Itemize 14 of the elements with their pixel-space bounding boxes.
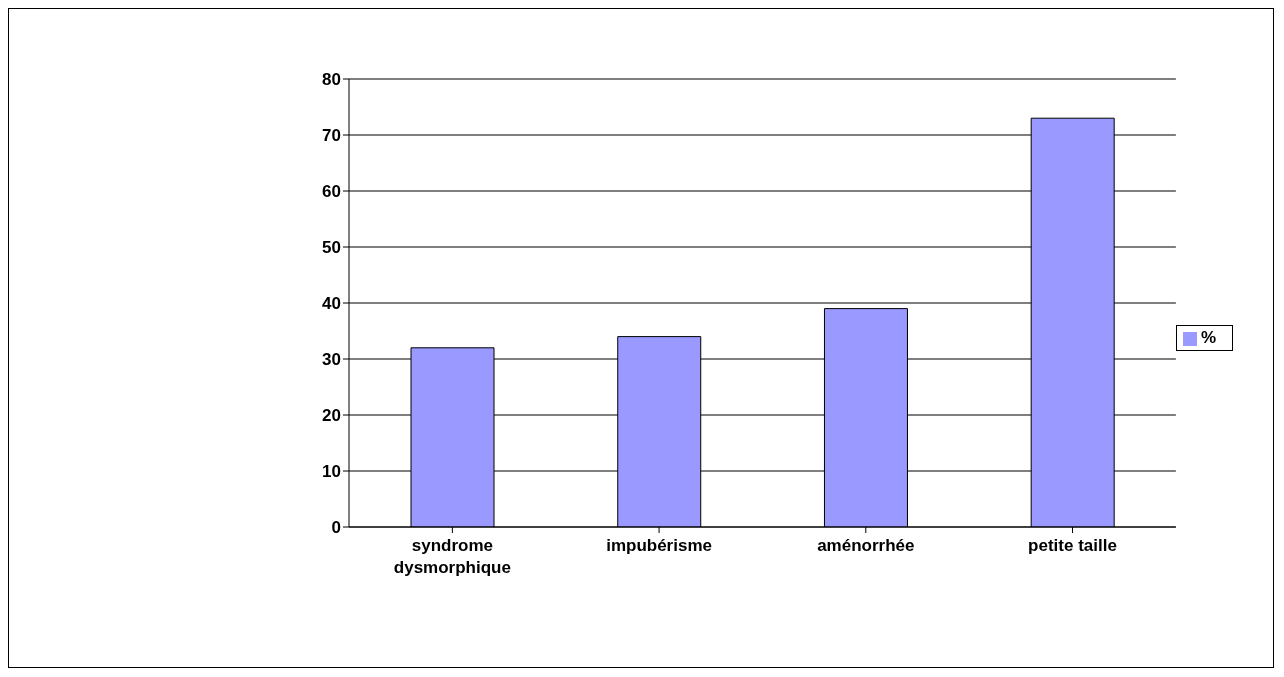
x-tick-label: syndrome dysmorphique bbox=[393, 536, 511, 577]
x-tick-label: impubérisme bbox=[606, 536, 712, 555]
x-tick-label: petite taille bbox=[1028, 536, 1117, 555]
y-tick-label: 0 bbox=[331, 518, 341, 538]
y-tick-label: 50 bbox=[322, 238, 341, 258]
y-tick-label: 40 bbox=[322, 294, 341, 314]
x-tick-label: aménorrhée bbox=[817, 536, 915, 555]
y-tick-label: 70 bbox=[322, 126, 341, 146]
y-tick-label: 20 bbox=[322, 406, 341, 426]
y-tick-label: 80 bbox=[322, 70, 341, 90]
y-tick-label: 60 bbox=[322, 182, 341, 202]
legend-label: % bbox=[1200, 328, 1216, 347]
y-tick-label: 10 bbox=[322, 462, 341, 482]
y-tick-label: 30 bbox=[322, 350, 341, 370]
